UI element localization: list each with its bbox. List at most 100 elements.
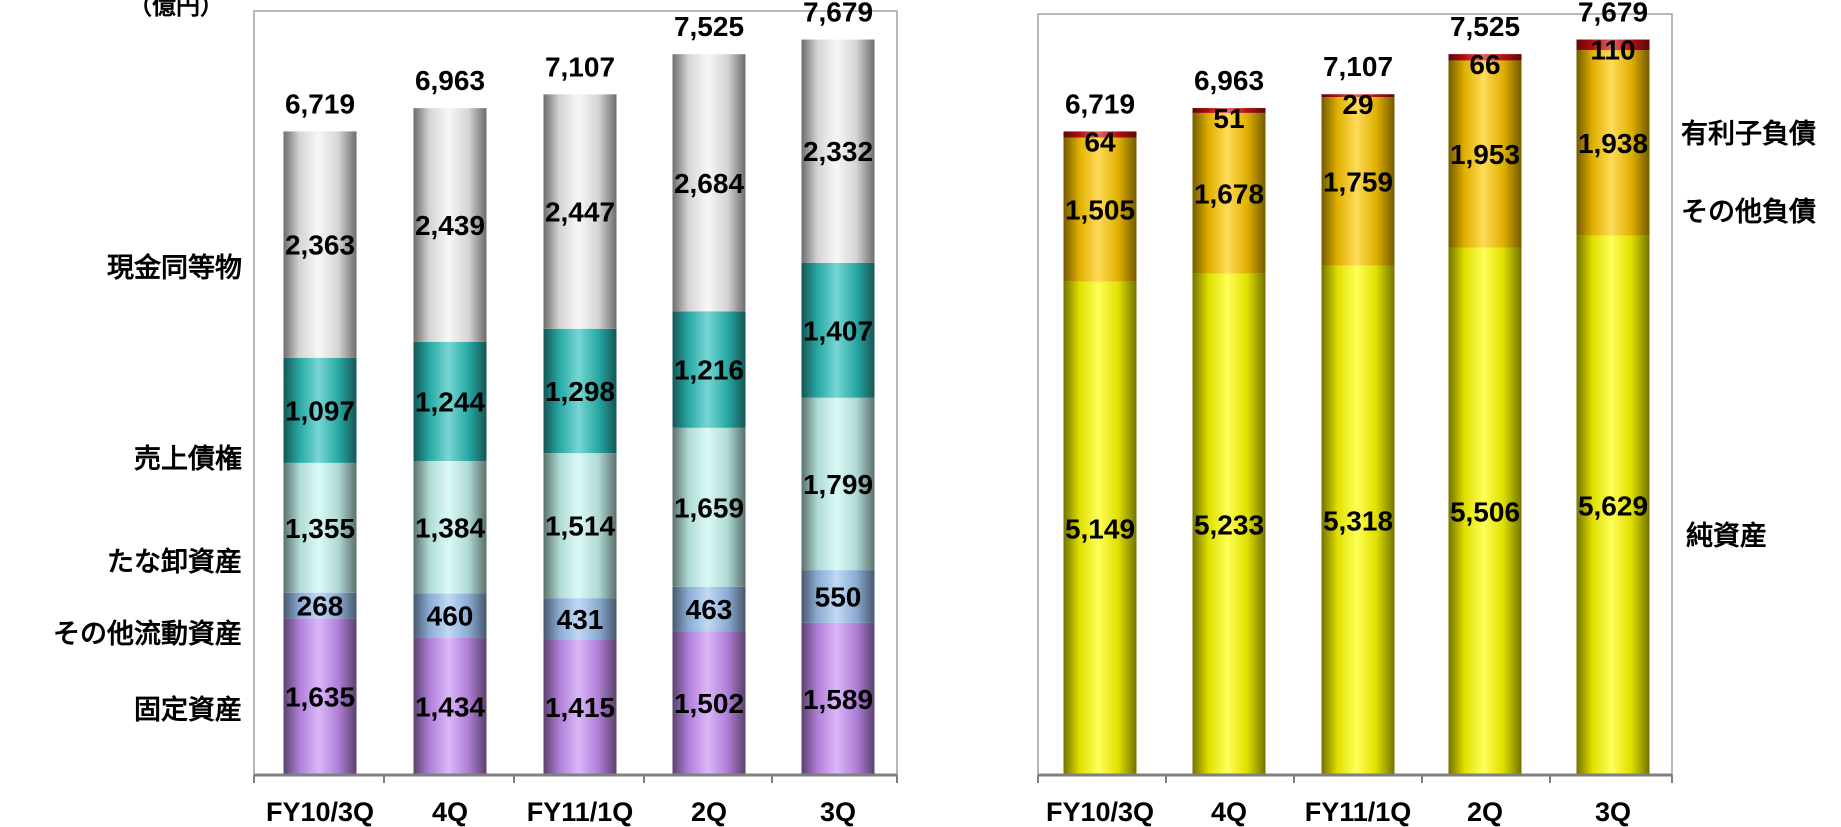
liab-data-label-4-2: 110 [1590,35,1635,66]
liab-x-tick-label-0: FY10/3Q [1046,797,1154,827]
liab-bar-4-series-2 [1576,39,1650,51]
legend-other-current-assets: その他流動資産 [53,619,242,650]
liab-total-label-2: 7,107 [1323,51,1393,82]
legend-interest-bearing-debt: 有利子負債 [1681,119,1816,150]
liab-bar-1-series-2 [1192,108,1266,113]
asset-total-label-3: 7,525 [674,11,744,42]
liab-bar-2-series-0 [1321,265,1395,775]
liab-total-label-0: 6,719 [1065,88,1135,119]
asset-data-label-3-3: 1,216 [674,355,744,386]
asset-bar-1-series-1 [413,593,487,638]
asset-bar-0-series-4 [283,131,357,358]
liab-bar-1-series-1 [1192,112,1266,274]
liab-bar-0-series-0 [1063,281,1137,775]
liab-data-label-0-1: 1,505 [1065,195,1135,226]
asset-data-label-2-3: 1,298 [545,376,615,407]
asset-data-label-0-3: 1,097 [285,395,355,426]
liab-data-label-1-1: 1,678 [1194,178,1264,209]
liab-data-label-3-0: 5,506 [1450,496,1520,527]
liab-total-label-3: 7,525 [1450,11,1520,42]
legend-inventory: たな卸資産 [107,547,242,578]
asset-data-label-2-0: 1,415 [545,692,615,723]
liab-bar-0-series-2 [1063,131,1137,138]
liab-data-label-2-0: 5,318 [1323,505,1393,536]
liab-bar-4-series-1 [1576,50,1650,236]
liab-x-tick-label-1: 4Q [1211,797,1247,827]
liab-bar-3-series-2 [1448,54,1522,61]
asset-bar-3-series-1 [672,586,746,632]
liab-x-tick-label-4: 3Q [1595,797,1631,827]
asset-data-label-4-1: 550 [815,581,862,612]
asset-bar-1-series-4 [413,108,487,342]
asset-bar-2-series-3 [543,328,617,454]
asset-bar-4-series-2 [801,397,875,571]
liabilities-chart: 5,149 1,505 64 6,719 FY10/3Q 5,233 1,678 51 6,96… [1037,0,1673,827]
asset-total-label-4: 7,679 [803,0,873,28]
asset-bar-2-series-0 [543,639,617,775]
asset-bar-2-series-1 [543,598,617,640]
asset-bar-3-series-4 [672,54,746,312]
liab-data-label-0-0: 5,149 [1065,513,1135,544]
asset-data-label-1-2: 1,384 [415,512,485,543]
asset-data-label-0-0: 1,635 [285,682,355,713]
asset-bar-3-series-3 [672,311,746,428]
asset-data-label-4-2: 1,799 [803,469,873,500]
asset-data-label-4-3: 1,407 [803,315,873,346]
liab-data-label-1-2: 51 [1213,103,1244,134]
liab-total-label-1: 6,963 [1194,65,1264,96]
asset-x-tick-label-3: 2Q [691,797,727,827]
asset-x-tick-label-4: 3Q [820,797,856,827]
asset-data-label-3-4: 2,684 [674,168,744,199]
asset-data-label-1-0: 1,434 [415,691,485,722]
legend-other-liabilities: その他負債 [1681,197,1816,228]
liab-data-label-2-1: 1,759 [1323,166,1393,197]
asset-data-label-4-0: 1,589 [803,684,873,715]
asset-bar-2-series-2 [543,453,617,599]
asset-x-tick-label-0: FY10/3Q [266,797,374,827]
liab-data-label-1-0: 5,233 [1194,509,1264,540]
asset-bar-3-series-0 [672,631,746,775]
asset-data-label-0-1: 268 [297,591,344,622]
legend-receivables: 売上債権 [134,444,242,475]
asset-total-label-2: 7,107 [545,51,615,82]
liab-bar-1-series-0 [1192,273,1266,775]
asset-data-label-1-1: 460 [427,601,474,632]
asset-bar-4-series-4 [801,39,875,263]
liab-data-label-4-0: 5,629 [1578,490,1648,521]
asset-total-label-1: 6,963 [415,65,485,96]
liab-data-label-3-2: 66 [1469,49,1500,80]
asset-bar-0-series-2 [283,462,357,593]
asset-bar-4-series-0 [801,622,875,775]
liab-data-label-0-2: 64 [1084,126,1116,157]
liab-bar-2-series-2 [1321,94,1395,98]
asset-bar-4-series-1 [801,570,875,623]
assets-chart: 1,635 268 1,355 1,097 2,363 6,719 FY10/3Q 1,434… [253,0,898,827]
asset-data-label-3-2: 1,659 [674,492,744,523]
liab-bar-3-series-1 [1448,60,1522,248]
asset-data-label-2-4: 2,447 [545,197,615,228]
liab-total-label-4: 7,679 [1578,0,1648,28]
asset-bar-4-series-3 [801,262,875,398]
legend-net-assets: 純資産 [1686,521,1767,552]
legend-cash: 現金同等物 [107,253,242,284]
asset-total-label-0: 6,719 [285,88,355,119]
asset-data-label-0-4: 2,363 [285,230,355,261]
liab-data-label-4-1: 1,938 [1578,128,1648,159]
asset-bar-1-series-3 [413,341,487,461]
asset-bar-0-series-3 [283,357,357,463]
asset-bar-1-series-2 [413,460,487,594]
asset-bar-0-series-0 [283,618,357,775]
asset-data-label-0-2: 1,355 [285,513,355,544]
asset-x-tick-label-1: 4Q [432,797,468,827]
asset-data-label-1-3: 1,244 [415,386,485,417]
asset-bar-3-series-2 [672,427,746,587]
unit-label: （億円） [128,0,224,20]
liab-data-label-3-1: 1,953 [1450,139,1520,170]
asset-bar-1-series-0 [413,637,487,775]
asset-data-label-3-0: 1,502 [674,688,744,719]
legend-fixed-assets: 固定資産 [134,695,242,726]
asset-data-label-1-4: 2,439 [415,210,485,241]
asset-data-label-3-1: 463 [686,594,733,625]
